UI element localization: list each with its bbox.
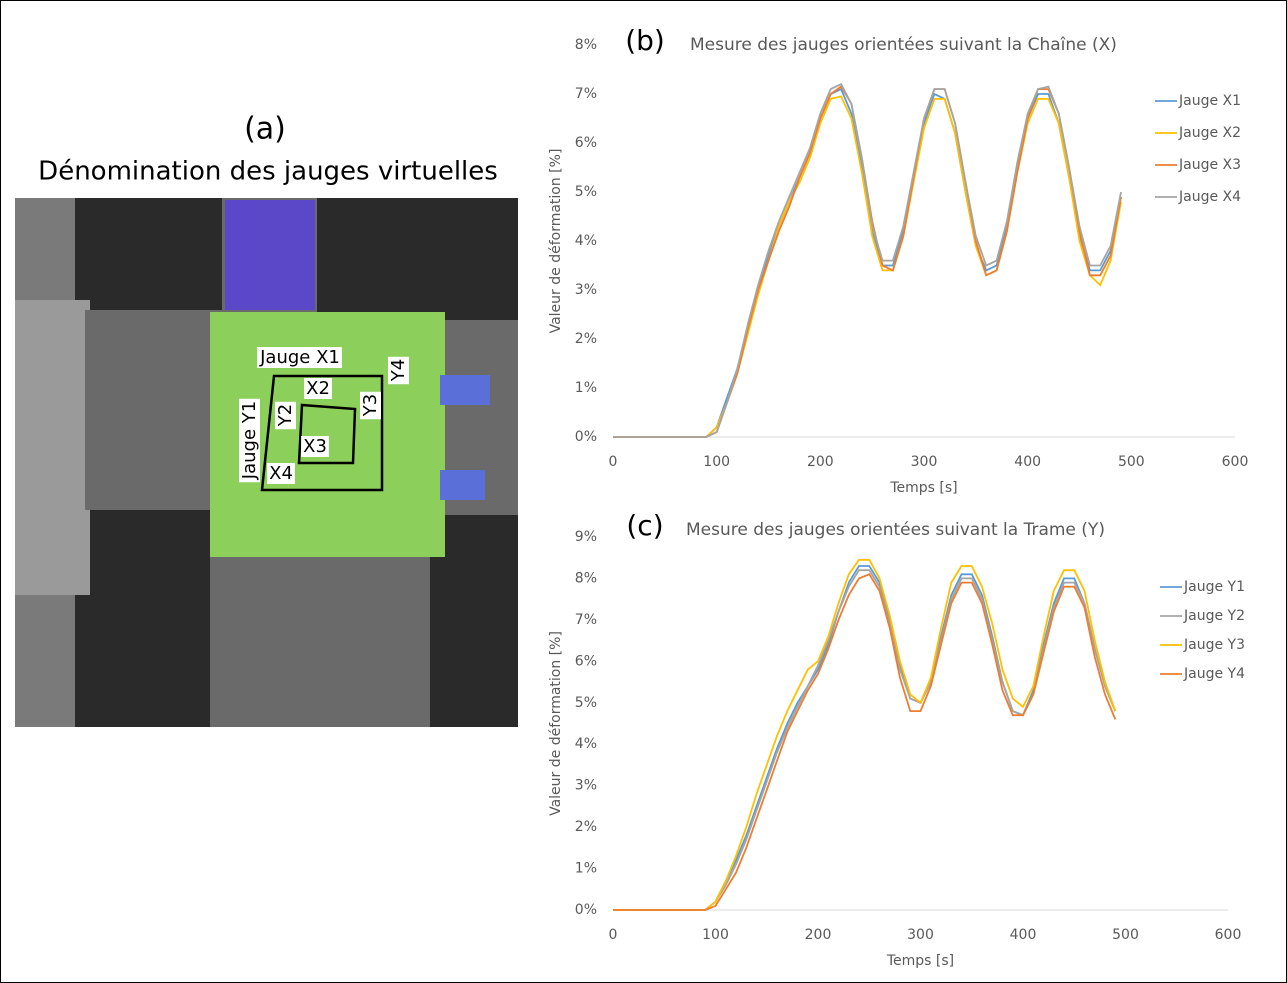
y-tick-label: 3% [575, 778, 597, 794]
gauge-text: X4 [269, 463, 293, 484]
gauge-label: Y3 [360, 391, 381, 420]
y-tick-label: 1% [575, 380, 597, 396]
x-tick-label: 0 [609, 454, 618, 470]
legend-label: Jauge X1 [1178, 93, 1241, 109]
gauge-text: X3 [303, 436, 327, 457]
photo [15, 198, 518, 727]
legend-label: Jauge Y3 [1183, 637, 1245, 653]
y-tick-label: 5% [575, 184, 597, 200]
y-tick-label: 7% [575, 612, 597, 628]
y-tick-label: 1% [575, 861, 597, 877]
gauge-text: Y3 [360, 394, 381, 417]
y-tick-label: 6% [575, 653, 597, 669]
y-tick-label: 0% [575, 902, 597, 918]
y-tick-label: 8% [575, 37, 597, 53]
x-tick-label: 100 [703, 454, 730, 470]
gauge-text: Jauge Y1 [239, 401, 260, 480]
y-tick-label: 5% [575, 695, 597, 711]
label-box [304, 378, 332, 399]
x-tick-label: 200 [805, 927, 832, 943]
y-axis-title: Valeur de déformation [%] [548, 631, 564, 816]
gauge-label: Y4 [388, 356, 409, 385]
chart-title: Mesure des jauges orientées suivant la T… [686, 520, 1105, 540]
gauge-label: Jauge X1 [257, 347, 342, 368]
y-tick-label: 7% [575, 86, 597, 102]
x-tick-label: 400 [1014, 454, 1041, 470]
gauge-text: X2 [306, 378, 330, 399]
y-tick-label: 8% [575, 570, 597, 586]
y-tick-label: 9% [575, 529, 597, 545]
x-axis-title: Temps [s] [886, 953, 954, 969]
chart-title: Mesure des jauges orientées suivant la C… [690, 35, 1117, 55]
panel-title: Dénomination des jauges virtuelles [38, 157, 498, 187]
label-box [239, 398, 260, 483]
label-box [388, 356, 409, 385]
y-tick-label: 4% [575, 233, 597, 249]
y-tick-label: 4% [575, 736, 597, 752]
x-tick-label: 200 [807, 454, 834, 470]
x-tick-label: 400 [1010, 927, 1037, 943]
series-line [613, 558, 1117, 911]
x-tick-label: 300 [911, 454, 938, 470]
gauge-label: X2 [304, 378, 332, 399]
x-tick-label: 0 [609, 927, 618, 943]
legend-label: Jauge Y2 [1183, 608, 1245, 624]
y-tick-label: 2% [575, 331, 597, 347]
x-axis-title: Temps [s] [889, 480, 957, 496]
x-tick-label: 500 [1112, 927, 1139, 943]
y-tick-label: 3% [575, 282, 597, 298]
gauge-text: Y4 [388, 359, 409, 382]
legend-label: Jauge X4 [1178, 189, 1241, 205]
label-box [275, 401, 296, 430]
gauge-text: Y2 [275, 404, 296, 427]
y-tick-label: 2% [575, 819, 597, 835]
x-tick-label: 100 [702, 927, 729, 943]
gauge-text: Jauge X1 [259, 347, 340, 368]
series-line [613, 573, 1117, 911]
x-tick-label: 500 [1118, 454, 1145, 470]
y-axis-title: Valeur de déformation [%] [548, 149, 564, 334]
gauge-label: X4 [267, 463, 295, 484]
gauge-labels: Jauge X1 X2 X3 X4 Jauge Y1 Y2 Y3 Y4 [239, 347, 409, 484]
y-tick-label: 6% [575, 135, 597, 151]
legend-label: Jauge X2 [1178, 125, 1241, 141]
x-tick-label: 300 [907, 927, 934, 943]
legend-label: Jauge Y4 [1183, 666, 1245, 682]
gauge-label: X3 [301, 436, 329, 457]
gauge-label: Y2 [275, 401, 296, 430]
series-line [613, 83, 1122, 438]
series-line [613, 569, 1117, 911]
x-tick-label: 600 [1215, 927, 1242, 943]
panel-label: (b) [625, 24, 665, 57]
x-tick-label: 600 [1222, 454, 1249, 470]
label-box [267, 463, 295, 484]
y-tick-label: 0% [575, 429, 597, 445]
label-box [360, 391, 381, 420]
legend-label: Jauge X3 [1178, 157, 1241, 173]
gauge-label: Jauge Y1 [239, 398, 260, 483]
legend-label: Jauge Y1 [1183, 579, 1245, 595]
label-box [257, 347, 342, 368]
label-box [301, 436, 329, 457]
panel-label: (c) [626, 509, 663, 542]
panel-label: (a) [244, 112, 286, 147]
